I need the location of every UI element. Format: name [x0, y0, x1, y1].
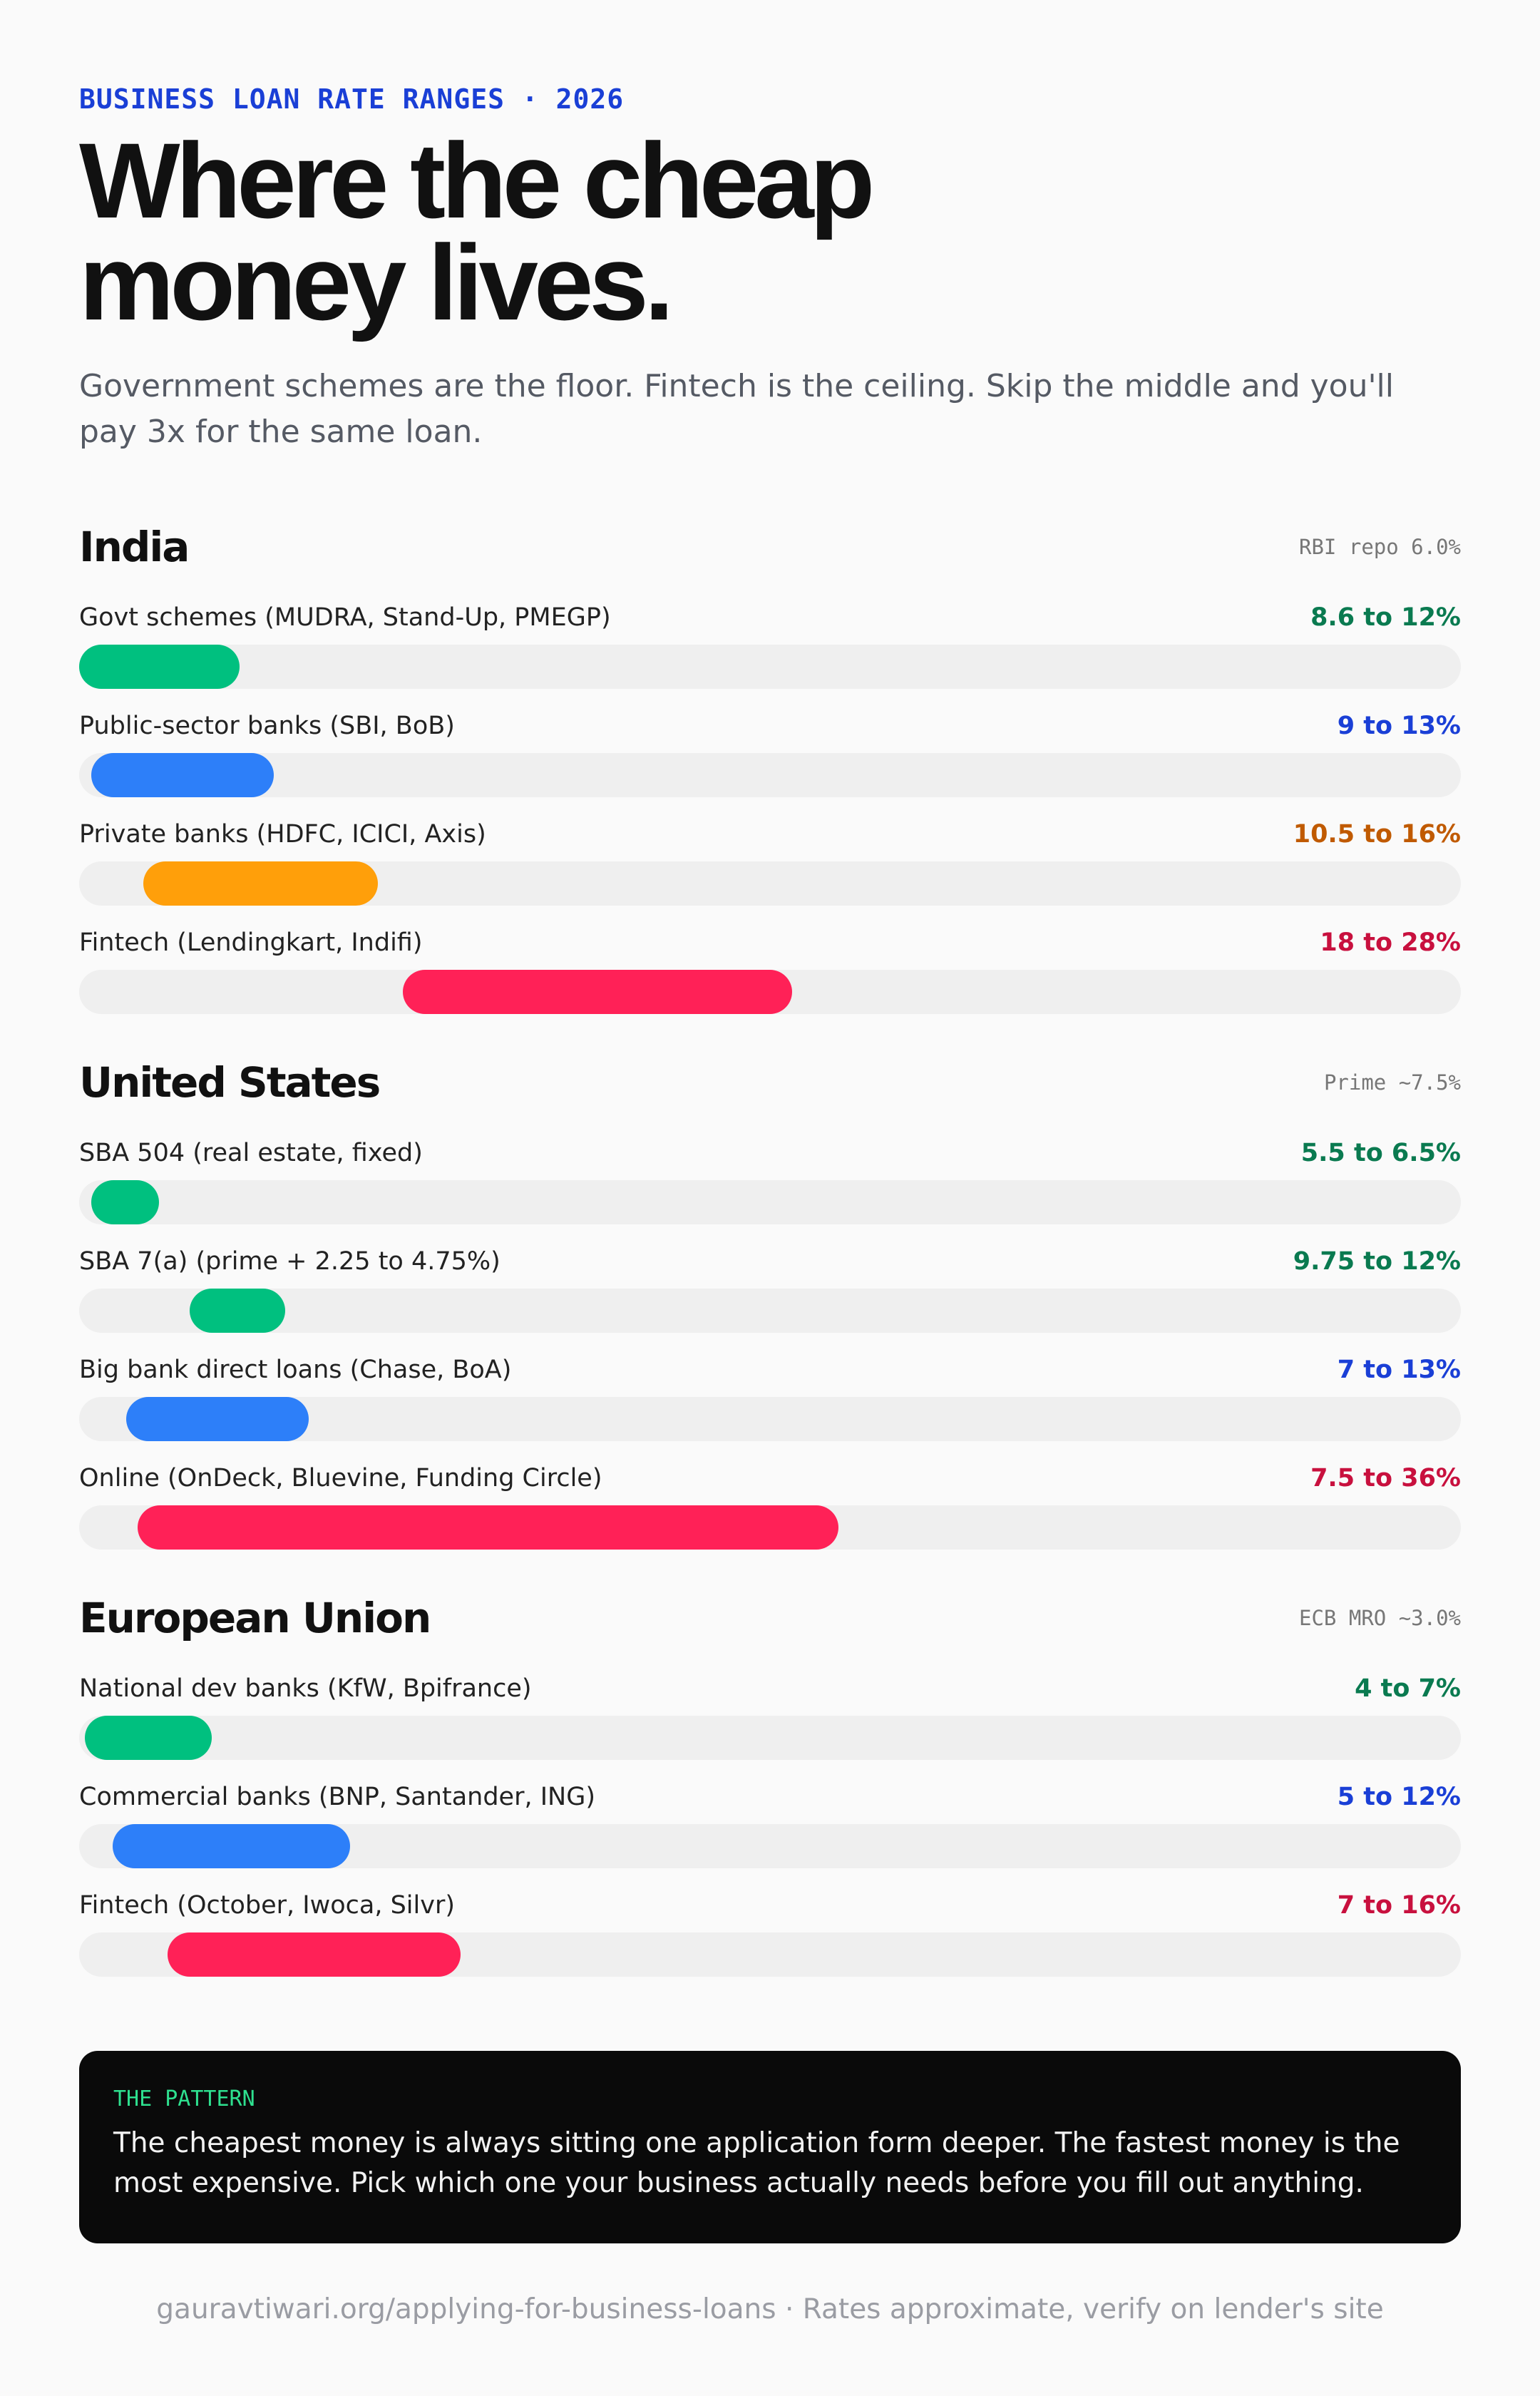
- group-note: Prime ~7.5%: [1323, 1070, 1461, 1095]
- row-label: Online (OnDeck, Bluevine, Funding Circle…: [79, 1464, 602, 1493]
- callout-text: The cheapest money is always sitting one…: [113, 2127, 1400, 2199]
- value-label: 7 to 16%: [1337, 1891, 1461, 1920]
- value-label: 4 to 7%: [1355, 1674, 1461, 1703]
- group: European Union ECB MRO ~3.0% National dev …: [79, 1597, 1461, 1992]
- row: Fintech (Lendingkart, Indifi) 18 to 28%: [79, 921, 1461, 1030]
- row-label: Private banks (HDFC, ICICI, Axis): [79, 820, 486, 849]
- value-label: 5.5 to 6.5%: [1300, 1139, 1461, 1167]
- track: [79, 861, 1461, 906]
- row: SBA 504 (real estate, fixed) 5.5 to 6.5%: [79, 1132, 1461, 1240]
- range-bar: [402, 970, 792, 1014]
- value-label: 9 to 13%: [1337, 712, 1461, 740]
- range-bar: [91, 753, 274, 797]
- row-label: Govt schemes (MUDRA, Stand-Up, PMEGP): [79, 603, 611, 632]
- track: [79, 970, 1461, 1014]
- group-title: United States: [79, 1058, 381, 1107]
- track: [79, 1932, 1461, 1977]
- value-label: 7.5 to 36%: [1310, 1464, 1461, 1493]
- group-header: European Union ECB MRO ~3.0%: [79, 1597, 1461, 1639]
- value-label: 18 to 28%: [1320, 928, 1461, 957]
- value-label: 5 to 12%: [1337, 1783, 1461, 1811]
- row-label: SBA 7(a) (prime + 2.25 to 4.75%): [79, 1247, 500, 1276]
- subtitle: Government schemes are the floor. Fintec…: [79, 368, 1395, 450]
- group: United States Prime ~7.5% SBA 504 (real es…: [79, 1061, 1461, 1565]
- row: Private banks (HDFC, ICICI, Axis) 10.5 to…: [79, 813, 1461, 921]
- track: [79, 1505, 1461, 1550]
- callout: THE PATTERN The cheapest money is always…: [79, 2051, 1461, 2243]
- track: [79, 645, 1461, 689]
- row: Big bank direct loans (Chase, BoA) 7 to 1…: [79, 1348, 1461, 1457]
- track: [79, 1824, 1461, 1868]
- group-header: India RBI repo 6.0%: [79, 526, 1461, 568]
- row-label: National dev banks (KfW, Bpifrance): [79, 1674, 532, 1703]
- row-label: Commercial banks (BNP, Santander, ING): [79, 1783, 596, 1811]
- chart-groups: India RBI repo 6.0% Govt schemes (MUDRA, S…: [79, 526, 1461, 1992]
- range-bar: [189, 1289, 286, 1333]
- value-label: 10.5 to 16%: [1293, 820, 1461, 849]
- callout-label: THE PATTERN: [113, 2087, 255, 2111]
- track: [79, 753, 1461, 797]
- row-label: SBA 504 (real estate, fixed): [79, 1139, 423, 1167]
- value-label: 8.6 to 12%: [1310, 603, 1461, 632]
- row-label: Fintech (Lendingkart, Indifi): [79, 928, 423, 957]
- kicker: BUSINESS LOAN RATE RANGES · 2026: [79, 83, 625, 115]
- range-bar: [91, 1180, 159, 1224]
- range-bar: [143, 861, 378, 906]
- row: Govt schemes (MUDRA, Stand-Up, PMEGP) 8.6…: [79, 596, 1461, 705]
- group-title: European Union: [79, 1594, 431, 1642]
- range-bar: [112, 1824, 350, 1868]
- range-bar: [84, 1716, 212, 1760]
- group: India RBI repo 6.0% Govt schemes (MUDRA, S…: [79, 526, 1461, 1030]
- range-bar: [79, 645, 240, 689]
- group-note: RBI repo 6.0%: [1299, 535, 1461, 559]
- row: SBA 7(a) (prime + 2.25 to 4.75%) 9.75 to …: [79, 1240, 1461, 1348]
- range-bar: [168, 1932, 461, 1977]
- headline: Where the cheap money lives.: [79, 121, 875, 342]
- value-label: 9.75 to 12%: [1293, 1247, 1461, 1276]
- group-header: United States Prime ~7.5%: [79, 1061, 1461, 1104]
- value-label: 7 to 13%: [1337, 1356, 1461, 1384]
- group-title: India: [79, 523, 190, 571]
- row-label: Big bank direct loans (Chase, BoA): [79, 1356, 512, 1384]
- row-label: Fintech (October, Iwoca, Silvr): [79, 1891, 455, 1920]
- row: Public-sector banks (SBI, BoB) 9 to 13%: [79, 705, 1461, 813]
- track: [79, 1397, 1461, 1441]
- row-label: Public-sector banks (SBI, BoB): [79, 712, 455, 740]
- range-bar: [125, 1397, 309, 1441]
- row: National dev banks (KfW, Bpifrance) 4 to …: [79, 1667, 1461, 1776]
- footer: gauravtiwari.org/applying-for-business-l…: [156, 2293, 1384, 2325]
- group-note: ECB MRO ~3.0%: [1299, 1606, 1461, 1630]
- track: [79, 1289, 1461, 1333]
- row: Online (OnDeck, Bluevine, Funding Circle…: [79, 1457, 1461, 1565]
- track: [79, 1180, 1461, 1224]
- content: BUSINESS LOAN RATE RANGES · 2026 Where t…: [79, 83, 1461, 2325]
- range-bar: [138, 1505, 838, 1550]
- row: Commercial banks (BNP, Santander, ING) 5 …: [79, 1776, 1461, 1884]
- track: [79, 1716, 1461, 1760]
- row: Fintech (October, Iwoca, Silvr) 7 to 16%: [79, 1884, 1461, 1992]
